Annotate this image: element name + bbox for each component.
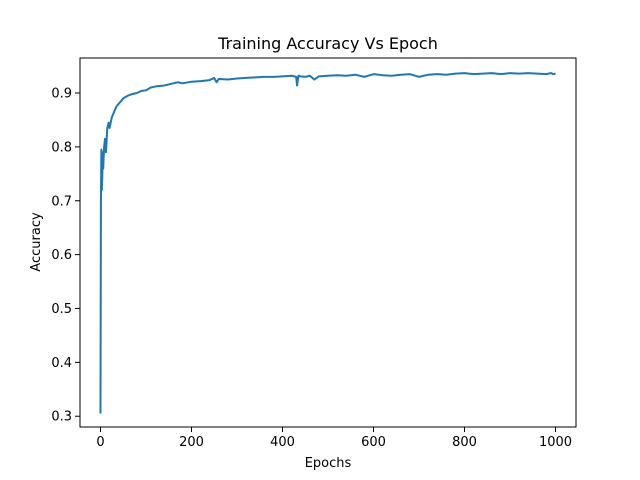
plot-layer [99,72,556,414]
y-axis-title: Accuracy [29,212,44,272]
x-tick-label: 800 [452,435,477,450]
x-tick-label: 200 [179,435,204,450]
y-tick-label: 0.4 [51,356,72,371]
y-tick-label: 0.9 [51,87,72,102]
y-tick-label: 0.5 [51,302,72,317]
x-tick-label: 600 [361,435,386,450]
series-line-0 [99,72,556,414]
y-tick-label: 0.3 [51,410,72,425]
x-tick-label: 1000 [539,435,572,450]
x-tick-label: 0 [96,435,104,450]
axes-frame [79,57,577,428]
x-axis-title: Epochs [305,456,352,471]
y-tick-label: 0.8 [51,140,72,155]
chart-title: Training Accuracy Vs Epoch [217,34,438,53]
x-tick-label: 400 [270,435,295,450]
y-tick-label: 0.6 [51,248,72,263]
y-tick-label: 0.7 [51,194,72,209]
x-axis: 0 200 400 600 800 1000 [96,427,572,450]
y-axis: 0.3 0.4 0.5 0.6 0.7 0.8 0.9 [51,87,80,425]
